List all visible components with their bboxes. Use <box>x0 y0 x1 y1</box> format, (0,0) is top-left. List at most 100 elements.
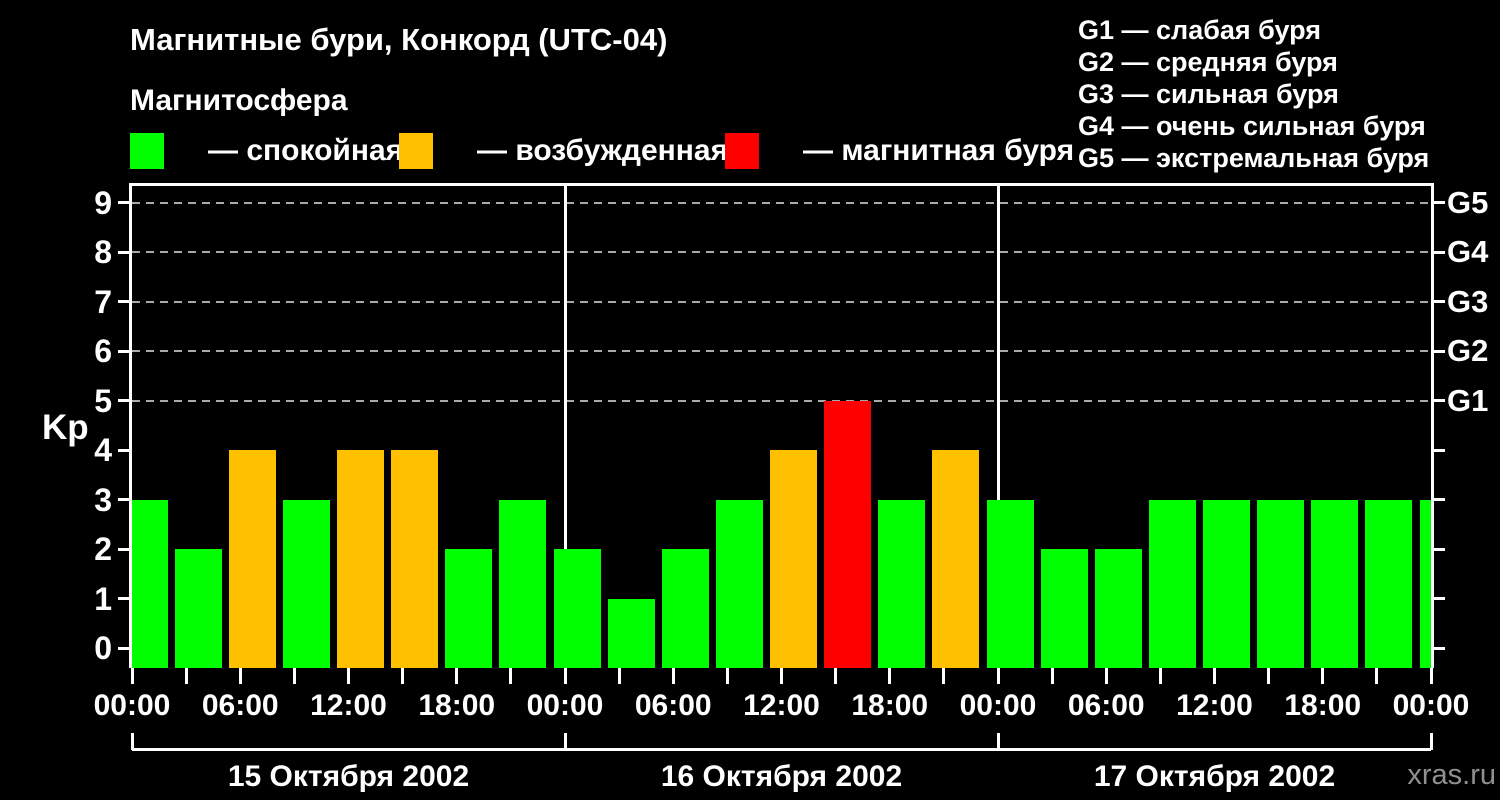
y-tick-label: 6 <box>94 333 112 369</box>
g-level-label: G1 <box>1447 382 1489 418</box>
g-level-label: G5 <box>1447 184 1489 220</box>
y-axis-tick <box>118 399 129 402</box>
kp-bar <box>337 450 384 668</box>
gridline-kp6 <box>132 350 1431 352</box>
y-axis-title: Kp <box>42 408 89 447</box>
kp-bar <box>824 400 872 668</box>
x-axis-tick <box>942 668 946 684</box>
y-axis-tick <box>118 201 129 204</box>
kp-bar <box>607 598 655 668</box>
storm-scale-line-4: G4 — очень сильная буря <box>1078 111 1426 141</box>
right-axis-tick <box>1434 300 1445 303</box>
kp-bar <box>1040 549 1088 668</box>
x-axis-tick <box>563 668 567 684</box>
x-axis-tick <box>184 668 188 684</box>
x-axis-tick <box>238 668 242 684</box>
right-axis-tick <box>1434 597 1445 600</box>
day-separator-line <box>563 186 567 668</box>
date-bracket-tick <box>130 733 134 750</box>
kp-bar <box>661 549 709 668</box>
y-axis-tick <box>118 448 129 452</box>
x-axis-tick <box>780 668 783 684</box>
y-axis-tick <box>118 300 129 303</box>
right-axis-tick <box>1434 448 1445 452</box>
y-tick-label: 8 <box>94 234 112 270</box>
time-label: 06:00 <box>201 689 279 722</box>
y-tick-label: 4 <box>94 432 112 468</box>
right-axis-tick <box>1434 349 1445 353</box>
x-axis-tick <box>401 668 405 684</box>
time-label: 18:00 <box>418 689 496 722</box>
kp-bar <box>770 450 817 668</box>
kp-bar <box>1257 499 1305 668</box>
kp-bar <box>878 499 926 668</box>
x-axis-tick <box>1213 668 1216 684</box>
kp-bar <box>1365 499 1413 668</box>
y-axis-tick <box>118 250 129 254</box>
x-axis-tick <box>1104 668 1108 684</box>
x-axis-tick <box>292 668 296 684</box>
legend-item-excited: — возбужденная <box>399 133 728 169</box>
y-tick-label: 2 <box>94 531 112 567</box>
right-axis-tick <box>1434 646 1445 650</box>
y-tick-label: 9 <box>94 184 112 221</box>
legend-item-quiet: — спокойная <box>130 133 403 169</box>
gridline-kp8 <box>132 251 1431 253</box>
x-axis-tick <box>130 668 134 684</box>
y-tick-label: 5 <box>94 382 112 419</box>
magnetosphere-label: Магнитосфера <box>130 84 348 117</box>
y-tick-label: 3 <box>94 481 112 518</box>
time-label: 18:00 <box>851 689 929 722</box>
date-bracket-tick <box>563 733 567 750</box>
kp-bar <box>391 450 439 668</box>
x-axis-tick <box>617 668 621 684</box>
kp-bar <box>1148 499 1196 668</box>
right-axis-tick <box>1434 498 1445 501</box>
storm-scale-legend: G1 — слабая буря G2 — средняя буря G3 — си… <box>1078 14 1429 174</box>
y-tick-label: 0 <box>94 630 112 666</box>
kp-bar <box>1311 499 1359 668</box>
x-axis-tick <box>1267 668 1271 684</box>
y-tick-label: 7 <box>94 283 112 320</box>
x-axis-tick <box>996 668 1000 684</box>
x-axis-tick <box>671 668 675 684</box>
x-axis-tick <box>1429 668 1433 684</box>
time-label: 06:00 <box>1067 689 1145 722</box>
y-axis-tick <box>118 547 129 551</box>
storm-scale-line-1: G1 — слабая буря <box>1078 15 1322 45</box>
page-title: Магнитные бури, Конкорд (UTC-04) <box>130 22 668 57</box>
time-label: 12:00 <box>1176 689 1253 722</box>
time-label: 12:00 <box>743 689 820 722</box>
gridline-kp9 <box>132 201 1431 204</box>
x-axis-tick <box>1158 668 1162 684</box>
storm-color-swatch <box>725 133 759 169</box>
right-axis-tick <box>1434 250 1445 254</box>
excited-color-swatch <box>399 133 433 169</box>
date-label: 17 Октября 2002 <box>1093 760 1336 793</box>
x-axis-tick <box>1321 668 1325 684</box>
y-axis-tick <box>118 646 129 650</box>
g-level-label: G2 <box>1447 333 1489 368</box>
y-axis-tick <box>118 597 129 600</box>
time-label: 12:00 <box>310 689 387 722</box>
y-axis-tick <box>118 498 129 501</box>
y-tick-label: 1 <box>94 580 112 617</box>
kp-bar <box>174 549 222 668</box>
kp-bar <box>1203 499 1250 668</box>
x-axis-tick <box>455 668 459 684</box>
x-axis-tick <box>1050 668 1054 684</box>
day-separator-line <box>996 186 1000 668</box>
date-bracket <box>132 748 1431 751</box>
storm-scale-line-3: G3 — сильная буря <box>1078 79 1339 109</box>
time-label: 18:00 <box>1284 689 1362 722</box>
time-label: 00:00 <box>959 689 1037 722</box>
kp-bar <box>932 450 980 668</box>
g-level-label: G3 <box>1447 283 1489 319</box>
g-level-label: G4 <box>1447 234 1489 269</box>
bars-area <box>132 186 1431 668</box>
quiet-label: — спокойная <box>208 134 404 167</box>
watermark: xras.ru <box>1407 759 1496 791</box>
date-label: 15 Октября 2002 <box>227 760 470 793</box>
date-bracket-tick <box>996 733 1000 750</box>
